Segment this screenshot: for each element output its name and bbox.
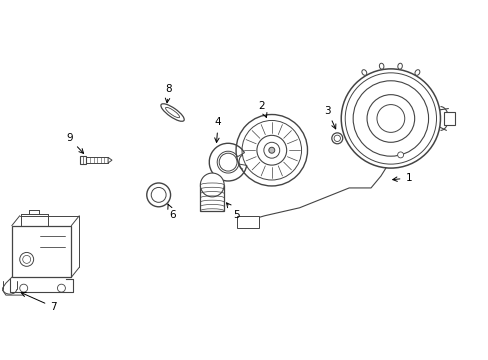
Text: 6: 6 — [167, 204, 176, 220]
Circle shape — [397, 152, 403, 158]
Bar — [86, 157, 108, 163]
Text: 2: 2 — [258, 100, 266, 117]
Ellipse shape — [397, 63, 402, 69]
Text: 3: 3 — [324, 105, 335, 129]
Ellipse shape — [361, 70, 366, 75]
Bar — [200, 185, 224, 211]
Circle shape — [268, 147, 274, 153]
FancyBboxPatch shape — [237, 216, 258, 228]
Ellipse shape — [414, 70, 419, 75]
Ellipse shape — [379, 63, 383, 69]
Text: 7: 7 — [21, 292, 57, 312]
Ellipse shape — [165, 107, 179, 118]
Text: 4: 4 — [214, 117, 221, 143]
Polygon shape — [108, 157, 112, 163]
Text: 5: 5 — [226, 203, 239, 220]
FancyBboxPatch shape — [443, 112, 454, 125]
Text: 9: 9 — [66, 133, 83, 153]
Text: 1: 1 — [392, 173, 411, 183]
Bar — [80, 156, 86, 164]
Bar — [12, 226, 71, 277]
Ellipse shape — [161, 104, 184, 121]
Text: 8: 8 — [165, 84, 172, 103]
Circle shape — [200, 173, 224, 197]
